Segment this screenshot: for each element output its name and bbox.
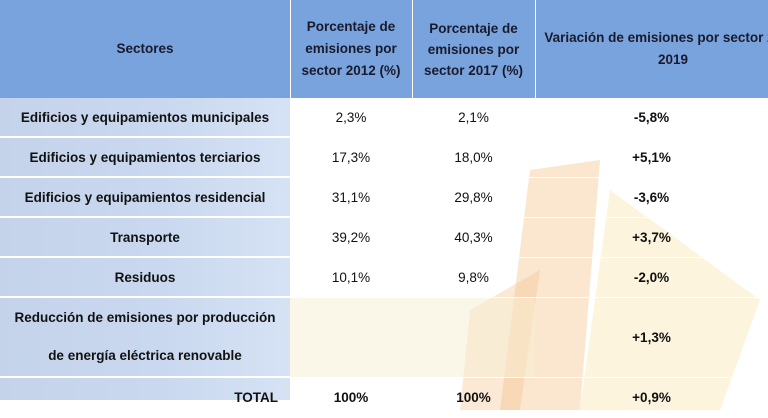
header-variation: Variación de emisiones por sector 2012-2…	[535, 0, 768, 98]
pct-2012-cell: 31,1%	[290, 177, 412, 218]
total-row: TOTAL 100% 100% +0,9%	[0, 377, 768, 418]
sector-cell-line: de energía eléctrica renovable	[48, 348, 242, 363]
variation-cell: -5,8%	[535, 98, 768, 138]
total-variation: +0,9%	[535, 377, 768, 418]
total-pct-2017: 100%	[412, 377, 535, 418]
total-pct-2012: 100%	[290, 377, 412, 418]
pct-2017-cell: 9,8%	[412, 257, 535, 298]
pct-2012-cell: 10,1%	[290, 257, 412, 298]
header-sectores: Sectores	[116, 41, 174, 56]
pct-2017-cell: 29,8%	[412, 177, 535, 218]
variation-cell: +3,7%	[535, 217, 768, 258]
table-row: Edificios y equipamientos terciarios 17,…	[0, 137, 768, 178]
pct-2017-cell: 18,0%	[412, 137, 535, 178]
table-row: Edificios y equipamientos municipales 2,…	[0, 98, 768, 138]
table-row: Edificios y equipamientos residencial 31…	[0, 177, 768, 218]
pct-2012-cell	[290, 297, 412, 378]
variation-cell: -3,6%	[535, 177, 768, 218]
variation-cell: +5,1%	[535, 137, 768, 178]
pct-2017-cell: 2,1%	[412, 98, 535, 138]
sector-cell: Reducción de emisiones por producción de…	[0, 297, 290, 378]
sector-cell: Transporte	[0, 217, 290, 258]
header-pct-2012: Porcentaje de emisiones por sector 2012 …	[301, 19, 401, 78]
pct-2012-cell: 39,2%	[290, 217, 412, 258]
table-header-bar	[0, 0, 768, 98]
table-row: Residuos 10,1% 9,8% -2,0%	[0, 257, 768, 298]
header-divider	[412, 0, 413, 98]
pct-2012-cell: 17,3%	[290, 137, 412, 178]
sector-cell: Edificios y equipamientos residencial	[0, 177, 290, 218]
table-header-row: Sectores Porcentaje de emisiones por sec…	[0, 0, 768, 98]
sector-cell: Residuos	[0, 257, 290, 298]
pct-2017-cell: 40,3%	[412, 217, 535, 258]
header-variation-text: Variación de emisiones por sector 2012-2…	[544, 30, 768, 67]
header-divider	[535, 0, 536, 98]
pct-2017-cell	[412, 297, 535, 378]
sector-cell-line: Reducción de emisiones por producción	[14, 310, 276, 325]
header-pct-2017: Porcentaje de emisiones por sector 2017 …	[423, 20, 524, 78]
variation-cell: +1,3%	[535, 297, 768, 378]
header-divider	[290, 0, 291, 98]
sector-cell: Edificios y equipamientos municipales	[0, 98, 290, 138]
sector-cell: Edificios y equipamientos terciarios	[0, 137, 290, 178]
variation-cell: -2,0%	[535, 257, 768, 298]
table-row: Transporte 39,2% 40,3% +3,7%	[0, 217, 768, 258]
table-row: Reducción de emisiones por producción de…	[0, 297, 768, 378]
pct-2012-cell: 2,3%	[290, 98, 412, 138]
total-label: TOTAL	[0, 377, 290, 418]
